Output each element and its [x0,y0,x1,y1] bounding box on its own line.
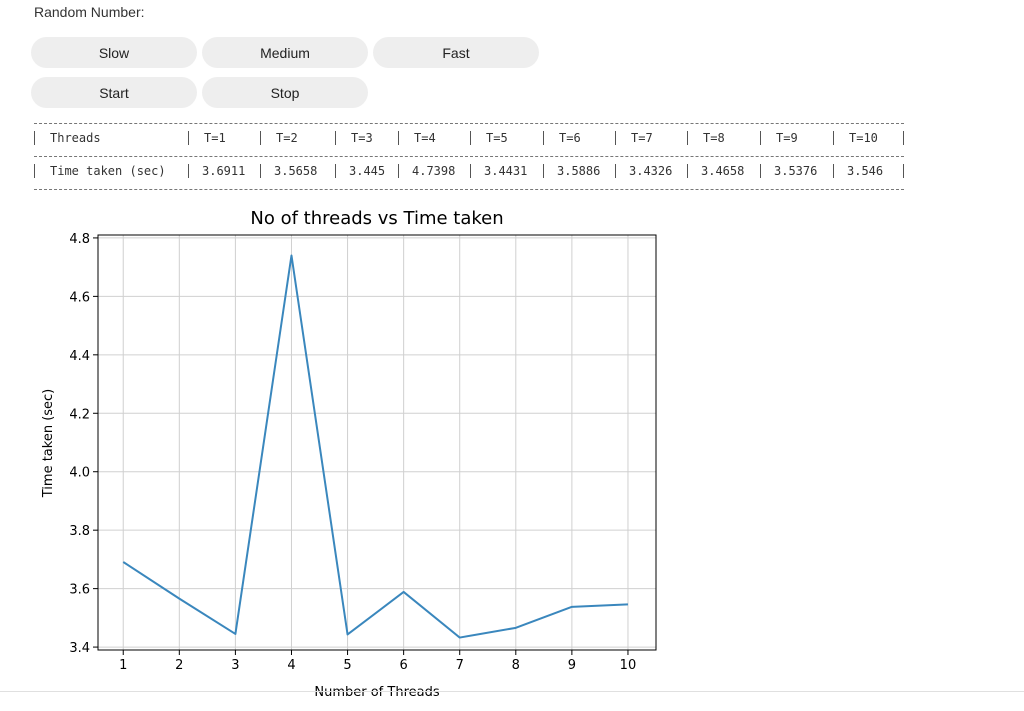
table-column-header: T=10 [849,131,878,145]
y-tick-label: 4.6 [69,290,90,305]
table-column-header: T=2 [276,131,298,145]
y-tick-label: 3.4 [69,641,90,656]
x-tick-label: 8 [512,658,520,673]
table-separator [335,131,336,145]
table-cell-value: 3.4431 [484,164,528,178]
table-separator [34,164,35,178]
table-separator [615,164,616,178]
ticks: 1 2 3 4 5 6 7 8 9 10 3.4 3.6 3.8 4.0 4.2 4.4 4.6 4.8 [69,232,636,673]
table-separator [903,164,904,178]
stop-button[interactable]: Stop [202,77,368,108]
table-cell-value: 3.5886 [557,164,601,178]
table-separator [188,131,189,145]
slow-button[interactable]: Slow [31,37,197,68]
table-separator [543,131,544,145]
x-tick-label: 6 [399,658,407,673]
table-column-header: T=5 [486,131,508,145]
table-separator [188,164,189,178]
y-tick-label: 4.8 [69,232,90,247]
grid [98,235,656,650]
x-tick-label: 7 [456,658,464,673]
table-rule [34,123,904,124]
table-separator [687,131,688,145]
table-separator [760,131,761,145]
table-separator [543,164,544,178]
x-tick-label: 10 [620,658,637,673]
x-tick-label: 1 [119,658,127,673]
table-column-header: T=9 [776,131,798,145]
table-cell-value: 3.4658 [701,164,745,178]
plot-frame [97,234,657,651]
table-column-header: T=4 [414,131,436,145]
y-tick-label: 4.0 [69,466,90,481]
table-separator [470,131,471,145]
table-rule [34,156,904,157]
table-column-header: T=7 [631,131,653,145]
table-separator [260,131,261,145]
start-button[interactable]: Start [31,77,197,108]
table-separator [833,164,834,178]
row-header-time: Time taken (sec) [50,164,166,178]
y-tick-label: 3.8 [69,524,90,539]
table-cell-value: 4.7398 [412,164,456,178]
table-separator [615,131,616,145]
fast-button[interactable]: Fast [373,37,539,68]
table-column-header: T=3 [351,131,373,145]
y-tick-label: 3.6 [69,583,90,598]
table-column-header: T=6 [559,131,581,145]
table-separator [260,164,261,178]
y-tick-label: 4.4 [69,349,90,364]
table-cell-value: 3.6911 [202,164,246,178]
x-tick-label: 3 [231,658,239,673]
x-tick-label: 9 [568,658,576,673]
table-separator [335,164,336,178]
x-tick-label: 2 [175,658,183,673]
x-axis-label: Number of Threads [314,685,439,700]
table-separator [398,164,399,178]
x-tick-label: 4 [287,658,295,673]
y-tick-label: 4.2 [69,407,90,422]
table-column-header: T=1 [204,131,226,145]
x-tick-label: 5 [343,658,351,673]
random-number-label: Random Number: [34,4,145,20]
table-cell-value: 3.5376 [774,164,818,178]
table-cell-value: 3.5658 [274,164,318,178]
table-separator [760,164,761,178]
series-layer [122,254,629,639]
y-axis-label: Time taken (sec) [41,389,56,499]
table-separator [34,131,35,145]
table-separator [903,131,904,145]
table-separator [687,164,688,178]
table-cell-value: 3.445 [349,164,386,178]
table-separator [398,131,399,145]
table-cell-value: 3.4326 [629,164,673,178]
table-separator [470,164,471,178]
table-cell-value: 3.546 [847,164,884,178]
chart-title: No of threads vs Time taken [250,208,503,229]
row-header-threads: Threads [50,131,101,145]
series-line [122,254,629,639]
threads-time-table: Threads Time taken (sec) T=1 3.6911 T=2 3.5… [34,116,904,198]
page-divider [0,691,1024,692]
table-separator [833,131,834,145]
medium-button[interactable]: Medium [202,37,368,68]
table-rule [34,189,904,190]
table-column-header: T=8 [703,131,725,145]
